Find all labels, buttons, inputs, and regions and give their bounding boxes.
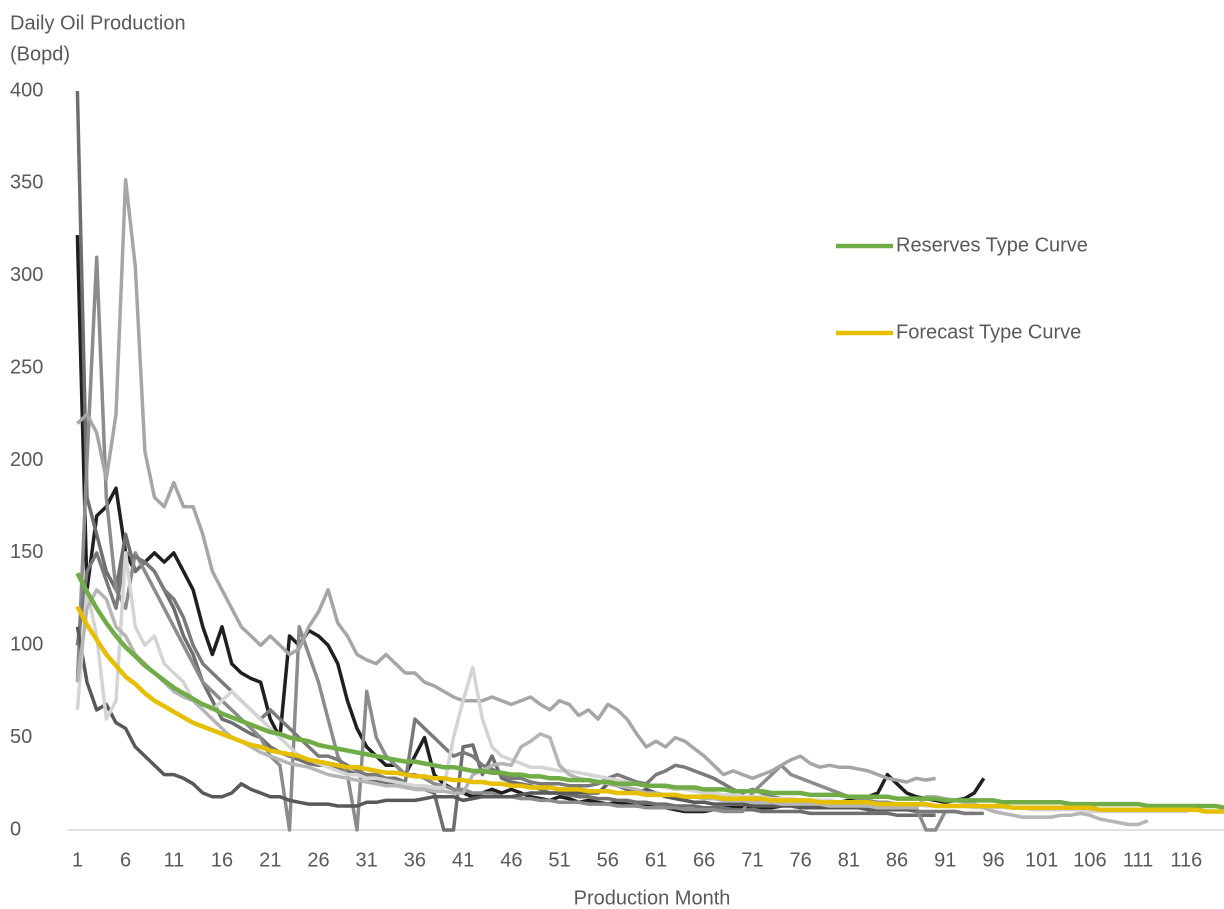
x-tick-label: 46 bbox=[500, 849, 522, 871]
y-tick-label: 50 bbox=[10, 726, 32, 748]
x-tick-label: 101 bbox=[1025, 849, 1058, 871]
x-tick-label: 36 bbox=[404, 849, 426, 871]
well-line bbox=[76, 177, 936, 784]
y-axis-label: Daily Oil Production bbox=[10, 12, 186, 34]
x-tick-label: 91 bbox=[934, 849, 956, 871]
y-tick-label: 0 bbox=[10, 818, 21, 840]
x-tick-label: 61 bbox=[645, 849, 667, 871]
x-tick-label: 96 bbox=[982, 849, 1004, 871]
y-tick-label: 150 bbox=[10, 541, 43, 563]
y-axis-label: (Bopd) bbox=[10, 43, 70, 65]
y-tick-label: 100 bbox=[10, 634, 43, 656]
x-tick-label: 26 bbox=[307, 849, 329, 871]
x-tick-label: 16 bbox=[211, 849, 233, 871]
x-tick-label: 41 bbox=[452, 849, 474, 871]
legend-label: Forecast Type Curve bbox=[896, 321, 1081, 343]
x-tick-label: 106 bbox=[1073, 849, 1106, 871]
x-tick-label: 111 bbox=[1123, 849, 1153, 871]
y-tick-label: 350 bbox=[10, 172, 43, 194]
well-line bbox=[75, 235, 986, 814]
x-tick-label: 56 bbox=[597, 849, 619, 871]
x-tick-label: 1 bbox=[72, 849, 83, 871]
well-line bbox=[75, 255, 975, 832]
x-tick-label: 6 bbox=[120, 849, 131, 871]
x-tick-label: 51 bbox=[548, 849, 570, 871]
x-tick-label: 31 bbox=[356, 849, 378, 871]
type-curve bbox=[75, 572, 1224, 810]
well-line bbox=[75, 90, 936, 832]
x-tick-label: 21 bbox=[259, 849, 281, 871]
well-line bbox=[75, 626, 917, 812]
x-tick-label: 116 bbox=[1170, 849, 1202, 871]
type-curve bbox=[75, 605, 1224, 814]
x-tick-label: 81 bbox=[838, 849, 860, 871]
y-tick-label: 200 bbox=[10, 449, 43, 471]
y-tick-label: 250 bbox=[10, 356, 43, 378]
x-tick-label: 71 bbox=[741, 849, 763, 871]
well-line bbox=[75, 551, 1206, 814]
y-tick-label: 300 bbox=[10, 264, 43, 286]
x-tick-label: 86 bbox=[886, 849, 908, 871]
x-axis-label: Production Month bbox=[574, 887, 731, 909]
x-tick-label: 11 bbox=[163, 849, 184, 871]
x-tick-label: 66 bbox=[693, 849, 715, 871]
legend-label: Reserves Type Curve bbox=[896, 234, 1088, 256]
y-tick-label: 400 bbox=[10, 79, 43, 101]
x-tick-label: 76 bbox=[789, 849, 811, 871]
